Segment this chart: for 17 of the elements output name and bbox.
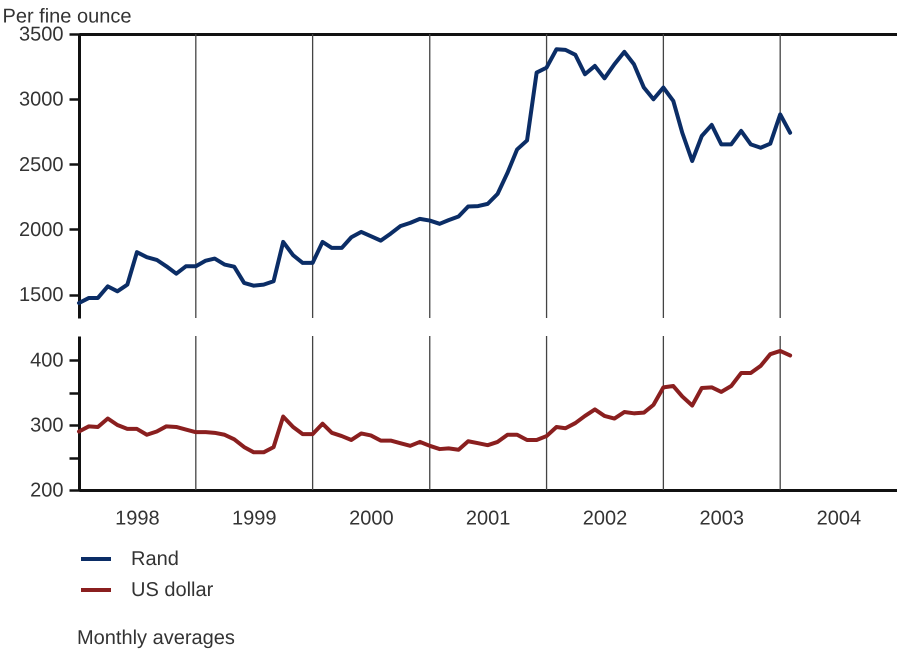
- x-tick-label: 2003: [700, 508, 744, 530]
- y-tick-label: 400: [30, 350, 64, 372]
- x-tick-label: 2002: [582, 508, 628, 530]
- x-tick-label: 2001: [466, 508, 510, 530]
- y-tick-label: 3000: [19, 88, 64, 111]
- y-tick-label: 200: [30, 480, 64, 502]
- x-tick-label: 1998: [115, 508, 160, 530]
- text: Monthly averages: [77, 626, 235, 650]
- y-tick-label: 2500: [19, 154, 64, 176]
- y-tick-label: 300: [30, 414, 64, 437]
- x-tick-label: 2000: [349, 508, 394, 530]
- y-tick-label: 1500: [19, 284, 64, 306]
- x-tick-label: 2004: [816, 508, 862, 530]
- text: Rand: [131, 548, 179, 570]
- legend-label: US dollar: [131, 579, 214, 601]
- x-tick-label: 1999: [232, 508, 276, 530]
- y-tick-label: 2000: [19, 218, 64, 241]
